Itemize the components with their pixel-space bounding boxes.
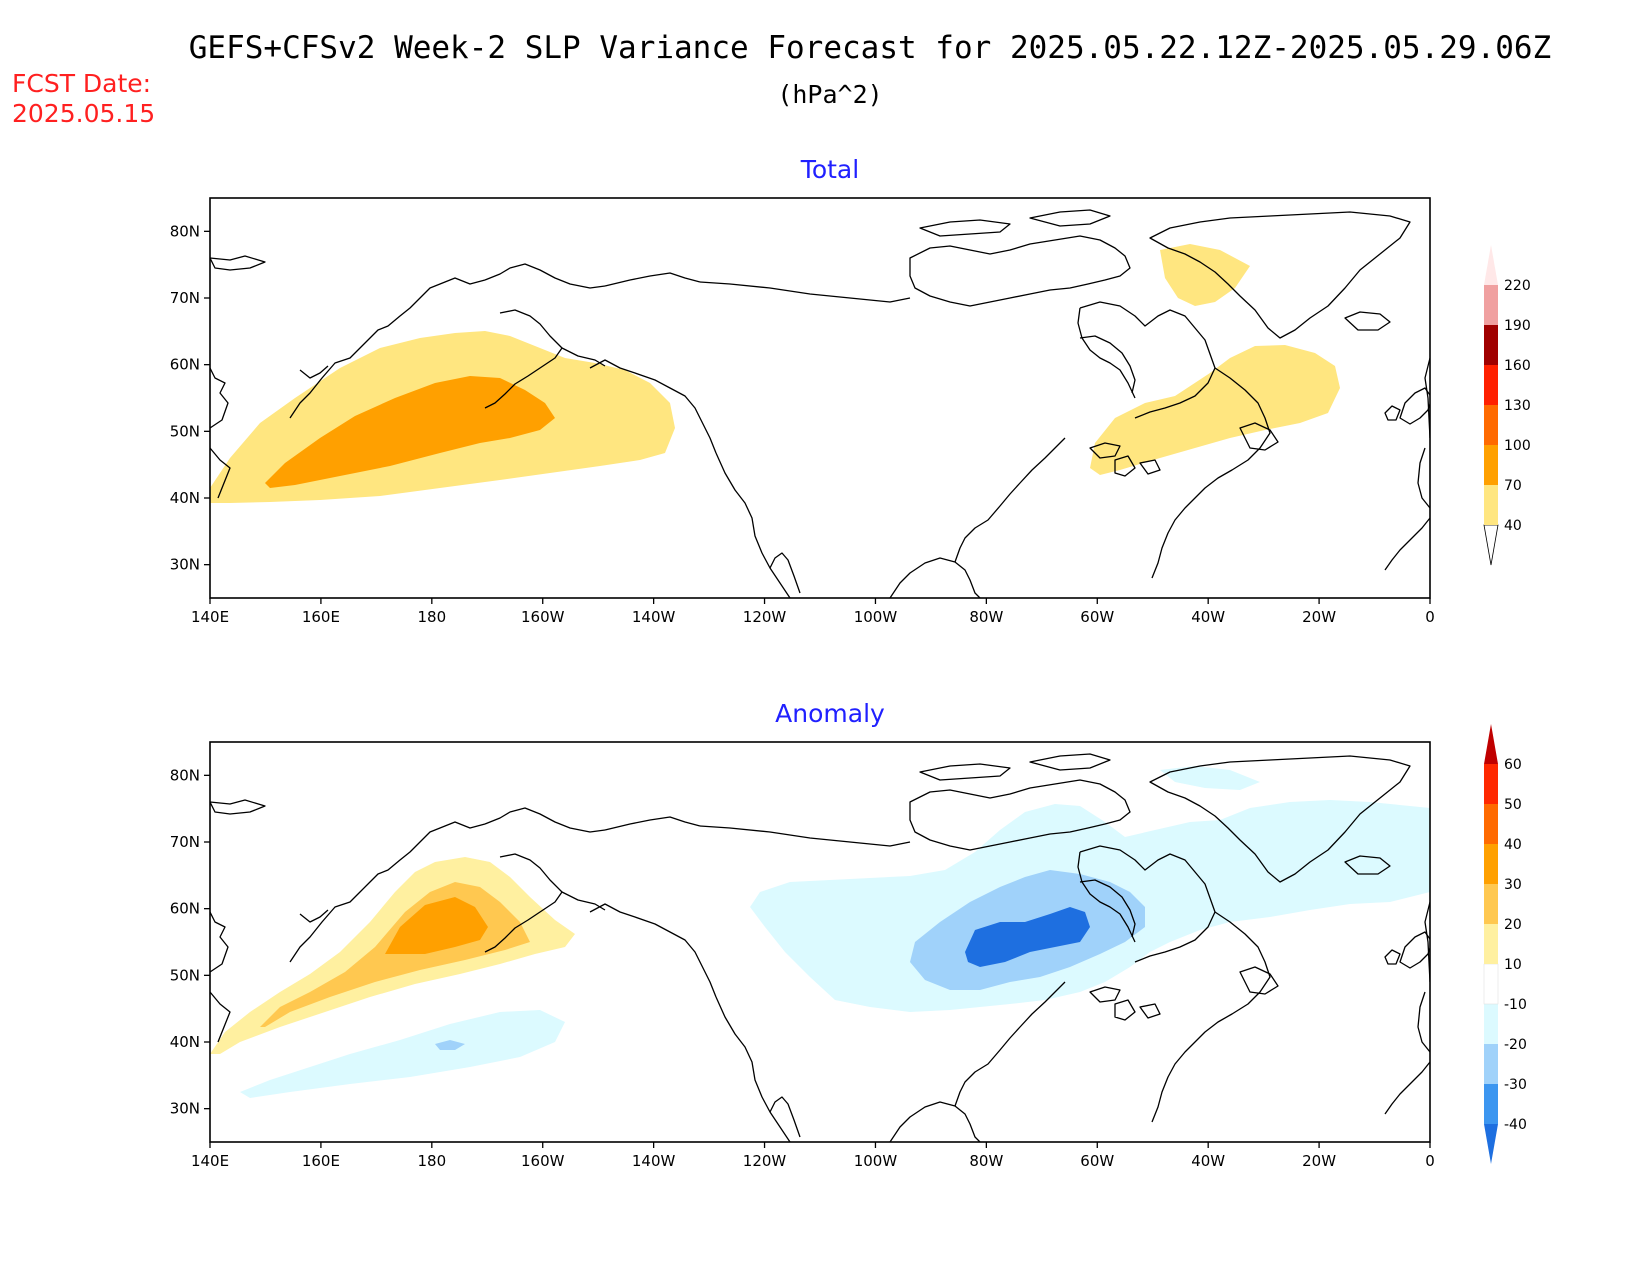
colorbar-swatch — [1484, 325, 1498, 365]
colorbar-label: -10 — [1504, 997, 1527, 1013]
anomaly-contour-neg10-pacific — [240, 1010, 565, 1098]
colorbar-label: 70 — [1504, 478, 1522, 494]
lon-tick-label: 120W — [743, 608, 787, 626]
lon-tick-label: 80W — [969, 608, 1003, 626]
lon-tick-label: 0 — [1425, 1152, 1435, 1170]
colorbar-label: 160 — [1504, 358, 1531, 374]
lat-tick-label: 70N — [170, 833, 200, 851]
colorbar-swatch — [1484, 485, 1498, 525]
colorbar-label: 30 — [1504, 877, 1522, 893]
anomaly-map-frame — [209, 741, 1431, 1143]
colorbar-label: 40 — [1504, 518, 1522, 534]
total-lat-ticks: 30N 40N 50N 60N 70N 80N — [170, 222, 210, 574]
lat-tick-label: 60N — [170, 900, 200, 918]
total-map: 140E 160E 180 160W 140W 120W 100W 80W 60W 40W 20W 0… — [170, 197, 1435, 626]
colorbar-swatch — [1484, 1084, 1498, 1124]
lon-tick-label: 100W — [854, 608, 898, 626]
colorbar-label: 60 — [1504, 757, 1522, 773]
colorbar-label: 220 — [1504, 278, 1531, 294]
lat-tick-label: 40N — [170, 489, 200, 507]
lat-tick-label: 70N — [170, 289, 200, 307]
lon-tick-label: 140W — [632, 608, 676, 626]
lon-tick-label: 20W — [1302, 608, 1336, 626]
colorbar-label: -30 — [1504, 1077, 1527, 1093]
total-contour-40-greenland — [1160, 244, 1250, 306]
colorbar-label: 190 — [1504, 318, 1531, 334]
lon-tick-label: 160E — [302, 608, 340, 626]
lon-tick-label: 100W — [854, 1152, 898, 1170]
colorbar-swatch — [1484, 445, 1498, 485]
lon-tick-label: 140E — [191, 1152, 229, 1170]
lon-tick-label: 160W — [521, 608, 565, 626]
colorbar-swatch — [1484, 245, 1498, 285]
lon-tick-label: 180 — [417, 1152, 446, 1170]
colorbar-label: -20 — [1504, 1037, 1527, 1053]
colorbar-label: 20 — [1504, 917, 1522, 933]
lat-tick-label: 80N — [170, 222, 200, 240]
lat-tick-label: 80N — [170, 766, 200, 784]
colorbar-label: 100 — [1504, 438, 1531, 454]
colorbar-swatch — [1484, 764, 1498, 804]
lon-tick-label: 140E — [191, 608, 229, 626]
lon-tick-label: 160E — [302, 1152, 340, 1170]
total-lon-ticks: 140E 160E 180 160W 140W 120W 100W 80W 60W 40W 20W 0 — [191, 598, 1435, 626]
lat-tick-label: 50N — [170, 422, 200, 440]
anomaly-contour-neg20-pacific — [435, 1040, 465, 1050]
colorbar-swatch — [1484, 1044, 1498, 1084]
lon-tick-label: 140W — [632, 1152, 676, 1170]
lon-tick-label: 160W — [521, 1152, 565, 1170]
colorbar-swatch — [1484, 804, 1498, 844]
units-label: (hPa^2) — [777, 80, 882, 109]
fcst-date-label: FCST Date: — [12, 69, 151, 98]
lon-tick-label: 80W — [969, 1152, 1003, 1170]
anomaly-contour-30-pacific — [385, 897, 488, 954]
total-contour-40-atlantic — [1090, 345, 1340, 475]
colorbar-swatch — [1484, 924, 1498, 964]
colorbar-swatch — [1484, 884, 1498, 924]
colorbar-swatch — [1484, 1124, 1498, 1164]
lon-tick-label: 180 — [417, 608, 446, 626]
colorbar-swatch — [1484, 1004, 1498, 1044]
anomaly-lat-ticks: 30N 40N 50N 60N 70N 80N — [170, 766, 210, 1118]
total-colorbar: 40 70 100 130 160 190 220 — [1483, 245, 1531, 566]
colorbar-swatch — [1484, 844, 1498, 884]
lon-tick-label: 60W — [1080, 1152, 1114, 1170]
anomaly-lon-ticks: 140E 160E 180 160W 140W 120W 100W 80W 60W 40W 20W 0 — [191, 1142, 1435, 1170]
fcst-date-value: 2025.05.15 — [12, 99, 155, 128]
lon-tick-label: 20W — [1302, 1152, 1336, 1170]
anomaly-colorbar: -40 -30 -20 -10 10 20 30 40 50 60 — [1483, 724, 1527, 1164]
anomaly-contour-neg10-arctic — [1160, 766, 1260, 790]
lon-tick-label: 40W — [1191, 1152, 1225, 1170]
total-map-frame — [209, 197, 1431, 599]
lat-tick-label: 50N — [170, 966, 200, 984]
lon-tick-label: 120W — [743, 1152, 787, 1170]
anomaly-map: 140E 160E 180 160W 140W 120W 100W 80W 60W 40W 20W 0… — [170, 741, 1435, 1170]
panel-title-anomaly: Anomaly — [775, 699, 885, 728]
total-contour-70-pacific — [265, 376, 555, 488]
colorbar-swatch — [1483, 524, 1499, 566]
lon-tick-label: 40W — [1191, 608, 1225, 626]
colorbar-swatch — [1484, 365, 1498, 405]
lat-tick-label: 60N — [170, 356, 200, 374]
lat-tick-label: 30N — [170, 556, 200, 574]
colorbar-swatch — [1484, 285, 1498, 325]
colorbar-label: 10 — [1504, 957, 1522, 973]
lon-tick-label: 60W — [1080, 608, 1114, 626]
figure-title: GEFS+CFSv2 Week-2 SLP Variance Forecast … — [189, 30, 1551, 66]
colorbar-swatch — [1483, 963, 1499, 1005]
colorbar-label: -40 — [1504, 1117, 1527, 1133]
colorbar-swatch — [1484, 405, 1498, 445]
lat-tick-label: 30N — [170, 1100, 200, 1118]
lat-tick-label: 40N — [170, 1033, 200, 1051]
colorbar-label: 40 — [1504, 837, 1522, 853]
colorbar-swatch — [1484, 724, 1498, 764]
colorbar-label: 50 — [1504, 797, 1522, 813]
panel-title-total: Total — [800, 155, 859, 184]
lon-tick-label: 0 — [1425, 608, 1435, 626]
anomaly-contour-neg30-quebec — [965, 907, 1090, 967]
colorbar-label: 130 — [1504, 398, 1531, 414]
